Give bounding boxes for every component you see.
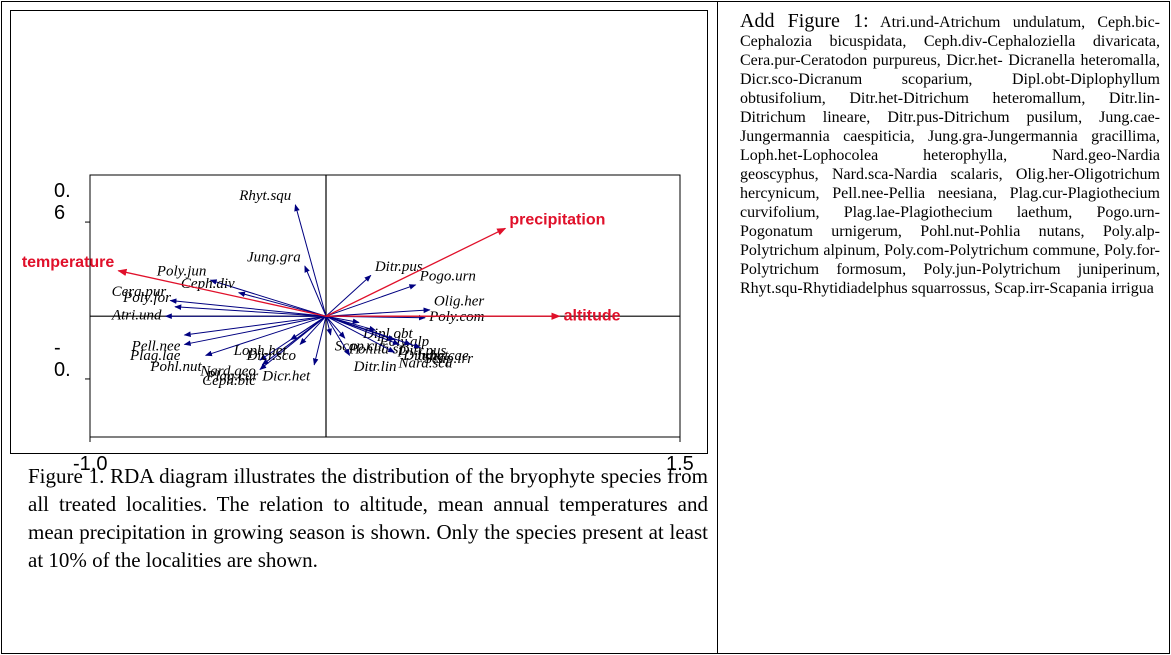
divider [717, 1, 718, 654]
y-tick-label: 0.6 [54, 180, 71, 225]
arrow-label: Jung.gra [247, 249, 301, 265]
arrow-label: Nard.geo [199, 364, 256, 380]
arrow [299, 315, 327, 345]
arrow [209, 279, 327, 317]
arrow-label: Olig.her [434, 293, 485, 309]
arrow-label: altitude [564, 307, 621, 324]
arrow [325, 315, 396, 353]
arrow [304, 265, 327, 317]
arrow-label: Ceph.bic [202, 373, 256, 389]
arrow [325, 284, 417, 317]
chart: Rhyt.squJung.graDitr.pusPogo.urnPoly.jun… [22, 174, 681, 442]
note-text: Atri.und-Atrichum undulatum, Ceph.bic-Ce… [740, 14, 1161, 297]
arrow [238, 291, 327, 317]
arrow-label: Ditr.pus [374, 259, 423, 275]
note-heading: Add Figure 1: [740, 10, 869, 32]
arrow [325, 315, 412, 346]
arrow-label: Scap.irr [424, 351, 473, 367]
caption: Figure 1. RDA diagram illustrates the di… [28, 464, 708, 572]
arrow [325, 274, 372, 317]
arrow [169, 298, 327, 317]
arrow-label: Pell.nee [131, 338, 181, 354]
arrow-label: Loph.het [233, 343, 288, 359]
arrow [183, 315, 327, 337]
arrow-label: Pogo.urn [419, 268, 476, 284]
x-tick-label: 1.5 [666, 453, 694, 475]
arrow [325, 315, 351, 357]
arrow-label: Pohlia sp. [348, 342, 410, 358]
arrow [325, 316, 332, 336]
arrow-label: Poly.jun [156, 264, 207, 280]
arrow [325, 227, 507, 317]
arrow-label: Dicr.het [261, 368, 311, 384]
arrow [290, 315, 327, 341]
arrow [117, 268, 327, 317]
arrow-label: Jung.cae [415, 348, 469, 364]
figure-box [10, 10, 708, 454]
arrow [174, 304, 327, 317]
arrow-label: Ditr.lin [353, 359, 397, 375]
arrow-label: Rhyt.squ [238, 188, 291, 204]
note: Add Figure 1: Atri.und-Atrichum undulatu… [740, 10, 1161, 298]
arrow [325, 315, 346, 339]
plot-frame [89, 174, 681, 438]
arrow-label: Dicr.sco [245, 348, 296, 364]
arrow-label: Cera.pur [112, 284, 167, 300]
arrow [325, 307, 431, 317]
arrow [183, 315, 327, 346]
arrow-label: Nard.sca [397, 356, 452, 372]
arrow-label: Poly.com [428, 309, 485, 325]
arrow-label: Ditr.het [402, 348, 449, 364]
arrow [204, 315, 327, 357]
x-tick-label: -1.0 [73, 453, 108, 475]
arrow [325, 315, 400, 345]
arrow-label: Plag.cur [205, 368, 258, 384]
arrow [325, 315, 360, 325]
arrow [259, 315, 327, 370]
arrow-label: temperature [22, 254, 115, 271]
arrow-label: Pohl.nut [149, 359, 202, 375]
y-tick-label: -0.4 [54, 336, 71, 383]
arrow-label: Ceph.div [181, 276, 235, 292]
arrow-label: Plag.lae [129, 348, 181, 364]
arrow-label: Atri.und [111, 308, 162, 324]
arrow [294, 204, 327, 317]
arrow [312, 316, 327, 366]
arrow-label: precipitation [509, 212, 605, 229]
arrow-label: Ditr.pus [397, 343, 446, 359]
arrow-label: Poly.for [122, 290, 171, 306]
